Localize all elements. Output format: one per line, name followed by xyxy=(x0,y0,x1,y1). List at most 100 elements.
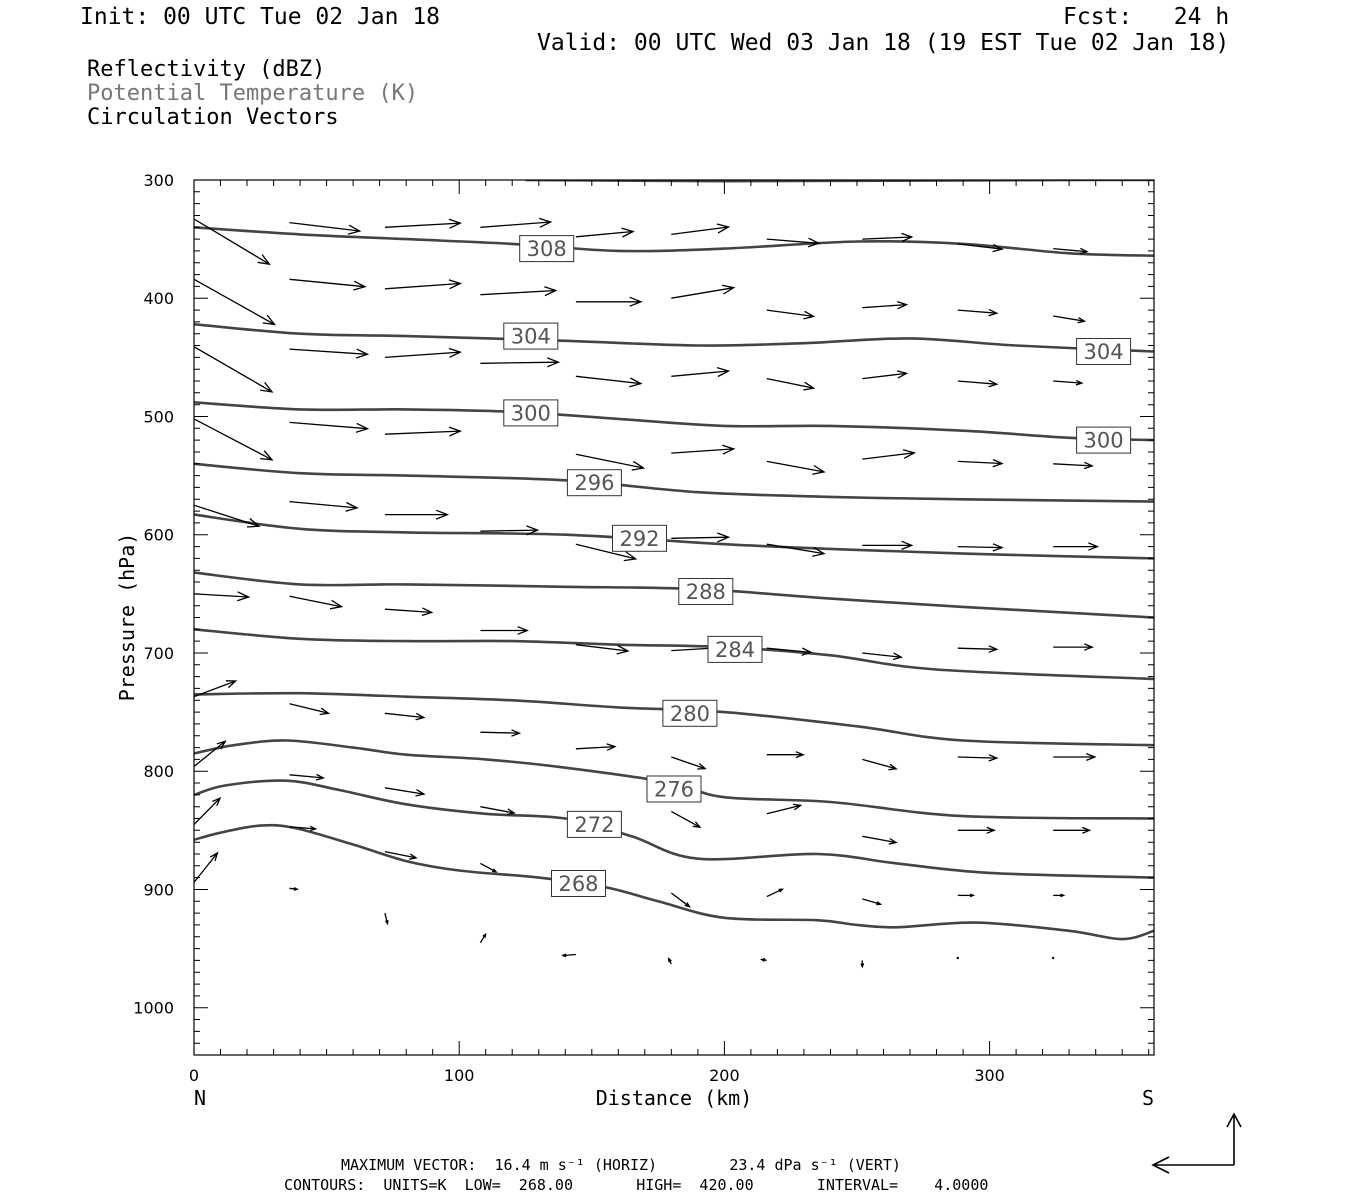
circulation-vector xyxy=(194,796,222,825)
contour-label: 308 xyxy=(519,235,575,263)
circulation-vector xyxy=(1053,542,1100,551)
contour-label: 280 xyxy=(662,699,718,727)
y-tick-label: 800 xyxy=(143,762,174,781)
circulation-vector xyxy=(289,825,318,832)
circulation-vector xyxy=(194,278,277,326)
circulation-vector xyxy=(860,960,865,969)
circulation-vector xyxy=(956,956,959,960)
circulation-vector xyxy=(384,912,389,926)
max-vector-note: MAXIMUM VECTOR: 16.4 m s⁻¹ (HORIZ) 23.4 … xyxy=(341,1156,901,1174)
circulation-vector xyxy=(575,296,643,307)
circulation-vector xyxy=(670,892,691,908)
contour-label: 284 xyxy=(707,635,763,663)
circulation-vector xyxy=(384,426,463,437)
circulation-vector xyxy=(561,953,576,958)
circulation-vector xyxy=(862,758,898,771)
circulation-vector xyxy=(384,712,426,721)
contour-label: 304 xyxy=(503,322,559,350)
svg-text:304: 304 xyxy=(1084,340,1124,364)
circulation-vector xyxy=(480,729,522,737)
circulation-vector xyxy=(862,835,898,845)
theta-contour-280 xyxy=(194,691,1154,747)
y-tick-label: 400 xyxy=(143,289,174,308)
theta-contour-292 xyxy=(194,513,1154,560)
valid-time: Valid: 00 UTC Wed 03 Jan 18 (19 EST Tue … xyxy=(537,30,1230,56)
circulation-vector xyxy=(671,444,736,455)
circulation-vector xyxy=(575,375,643,388)
svg-text:288: 288 xyxy=(686,580,726,604)
theta-contour-284 xyxy=(194,628,1154,681)
x-axis-end-label-south: S xyxy=(1142,1086,1154,1110)
circulation-vector xyxy=(957,308,999,317)
circulation-vector xyxy=(670,810,702,829)
circulation-vector xyxy=(862,300,909,310)
circulation-vector xyxy=(759,958,767,962)
svg-text:300: 300 xyxy=(511,401,551,425)
circulation-vector xyxy=(194,740,227,768)
svg-text:300: 300 xyxy=(1084,429,1124,453)
circulation-vector xyxy=(384,787,426,797)
circulation-vector xyxy=(575,543,638,562)
circulation-vector xyxy=(289,773,326,781)
circulation-vector xyxy=(384,218,463,229)
svg-text:284: 284 xyxy=(715,638,755,662)
circulation-vector xyxy=(957,543,1004,552)
svg-text:292: 292 xyxy=(619,527,659,551)
circulation-vector xyxy=(480,626,529,635)
contour-label: 292 xyxy=(612,524,667,552)
forecast-hour: Fcst: 24 h xyxy=(1063,4,1230,30)
circulation-vector xyxy=(384,607,434,617)
y-tick-label: 600 xyxy=(143,526,174,545)
circulation-vector xyxy=(289,421,370,433)
circulation-vector xyxy=(957,645,999,653)
svg-text:280: 280 xyxy=(670,702,710,726)
field-reflectivity: Reflectivity (dBZ) xyxy=(87,57,326,82)
circulation-vector xyxy=(671,756,707,770)
circulation-vector xyxy=(289,500,359,512)
y-axis-label: Pressure (hPa) xyxy=(115,533,139,702)
theta-contour-296 xyxy=(194,462,1154,503)
init-time: Init: 00 UTC Tue 02 Jan 18 xyxy=(80,4,441,30)
contour-label: 272 xyxy=(566,810,622,838)
circulation-vector xyxy=(480,217,553,228)
y-tick-label: 900 xyxy=(143,881,174,900)
circulation-vector xyxy=(1053,752,1097,762)
theta-contour-308 xyxy=(194,226,1154,257)
field-circulation-vectors: Circulation Vectors xyxy=(87,105,339,130)
x-tick-label: 200 xyxy=(709,1066,740,1085)
circulation-vector xyxy=(289,221,362,235)
circulation-vector xyxy=(384,509,450,520)
circulation-vector xyxy=(575,644,630,655)
reference-vector-icon xyxy=(1151,1112,1242,1174)
circulation-vector xyxy=(1053,826,1092,834)
y-tick-label: 300 xyxy=(143,171,174,190)
circulation-vector xyxy=(289,887,300,891)
circulation-vector xyxy=(194,591,251,602)
circulation-vector xyxy=(862,232,914,243)
circulation-vector xyxy=(671,366,731,378)
y-tick-label: 500 xyxy=(143,408,174,427)
circulation-vector xyxy=(766,237,821,248)
x-tick-label: 300 xyxy=(974,1066,1005,1085)
circulation-vector xyxy=(957,458,1004,468)
circulation-vector xyxy=(766,377,816,391)
circulation-vector xyxy=(194,218,271,266)
circulation-vector xyxy=(862,449,917,460)
y-tick-label: 1000 xyxy=(133,999,174,1018)
circulation-vector xyxy=(1053,247,1089,255)
contour-label: 300 xyxy=(503,399,559,427)
circulation-vector xyxy=(671,223,731,236)
circulation-vector xyxy=(766,460,826,475)
circulation-vector xyxy=(194,680,238,698)
x-tick-label: 100 xyxy=(444,1066,475,1085)
circulation-vector xyxy=(479,932,487,944)
circulation-vector xyxy=(766,751,805,759)
circulation-vector xyxy=(766,543,826,557)
svg-text:296: 296 xyxy=(574,471,614,495)
circulation-vector xyxy=(1053,315,1087,324)
circulation-vector xyxy=(766,803,803,815)
circulation-vector xyxy=(575,227,635,238)
svg-text:308: 308 xyxy=(527,237,567,261)
circulation-vector xyxy=(957,893,976,898)
